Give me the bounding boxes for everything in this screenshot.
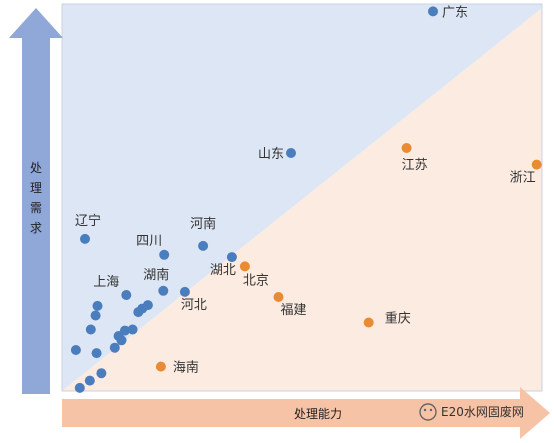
point-label-海南: 海南 — [173, 360, 199, 376]
point-广东 — [428, 6, 438, 17]
point-label-湖北: 湖北 — [210, 263, 236, 278]
point-label-河北: 河北 — [181, 298, 207, 313]
x-axis-label: 处理能力 — [294, 407, 342, 421]
watermark-text: E20水网固废网 — [441, 404, 524, 419]
plot-frame — [61, 3, 543, 392]
point — [91, 348, 102, 359]
point — [84, 375, 95, 386]
point-label-河南: 河南 — [190, 216, 216, 232]
y-axis-label: 处理需求 — [30, 161, 42, 235]
point-湖北 — [226, 252, 237, 263]
point-label-上海: 上海 — [93, 275, 119, 290]
wechat-icon-dot — [429, 408, 433, 412]
y-axis-label-char: 求 — [30, 221, 42, 235]
point-label-浙江: 浙江 — [510, 171, 536, 186]
point-label-山东: 山东 — [258, 147, 284, 162]
point — [85, 324, 96, 335]
watermark: E20水网固废网 — [419, 403, 524, 421]
wechat-icon — [419, 403, 437, 421]
point — [133, 307, 144, 318]
point-label-广东: 广东 — [442, 5, 468, 20]
wechat-icon-dot — [423, 408, 427, 412]
point-四川 — [159, 249, 170, 260]
point-label-福建: 福建 — [280, 303, 306, 318]
point — [96, 368, 107, 379]
y-axis-label-char: 理 — [30, 181, 42, 195]
point-河南 — [198, 240, 209, 251]
point — [92, 300, 103, 311]
point-辽宁 — [80, 233, 90, 244]
point-湖南 — [158, 285, 169, 296]
point-河北 — [179, 286, 190, 297]
point-label-江苏: 江苏 — [402, 157, 428, 173]
point-江苏 — [401, 143, 412, 153]
point-label-北京: 北京 — [243, 273, 269, 288]
point — [109, 342, 120, 353]
point — [116, 335, 127, 346]
y-axis-label-char: 需 — [30, 201, 42, 215]
y-axis-label-char: 处 — [30, 161, 42, 175]
point-北京 — [239, 261, 250, 272]
point-重庆 — [363, 317, 374, 328]
point-上海 — [121, 290, 132, 300]
point-label-重庆: 重庆 — [385, 311, 411, 327]
point — [70, 345, 81, 355]
point — [74, 382, 85, 393]
x-axis-arrow — [62, 387, 550, 439]
point-海南 — [155, 361, 166, 372]
y-axis-arrow — [9, 8, 63, 394]
point-山东 — [286, 148, 296, 158]
point-label-辽宁: 辽宁 — [75, 213, 101, 229]
point — [127, 324, 138, 335]
point — [90, 310, 101, 321]
point-浙江 — [531, 159, 542, 170]
point-label-四川: 四川 — [136, 234, 162, 249]
point-福建 — [273, 292, 284, 302]
point-label-湖南: 湖南 — [143, 267, 169, 283]
